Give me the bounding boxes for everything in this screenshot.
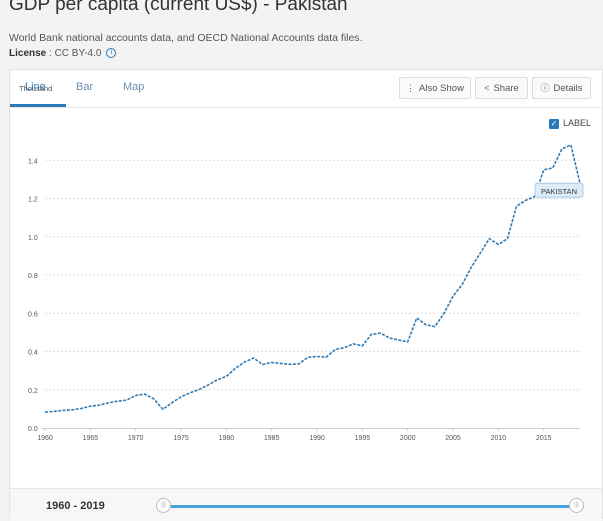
y-tick-label: 1.0 <box>28 235 38 242</box>
x-tick-label: 2005 <box>445 435 461 442</box>
view-tabs: Line Bar Map ⋮ Also Show < Share ⓘ Details <box>10 70 602 108</box>
tab-bar[interactable]: Bar <box>76 81 94 93</box>
range-start-handle[interactable]: ||| <box>156 498 171 513</box>
y-tick-label: 0.2 <box>28 388 38 395</box>
label-checkbox[interactable]: ✓ <box>549 119 559 129</box>
info-circle-icon: ⓘ <box>540 83 550 93</box>
series-label-box <box>534 182 584 198</box>
x-tick-label: 1980 <box>219 435 235 442</box>
share-icon: < <box>484 83 490 93</box>
y-tick-label: 0.0 <box>28 426 38 433</box>
share-button[interactable]: < Share <box>475 77 528 99</box>
share-label: Share <box>493 83 519 94</box>
y-units-label: Thousand <box>19 84 52 93</box>
x-tick-label: 1975 <box>173 435 189 442</box>
x-tick-label: 2010 <box>491 435 507 442</box>
y-tick-label: 0.4 <box>28 350 38 357</box>
x-tick-label: 1970 <box>128 435 144 442</box>
x-tick-label: 1960 <box>37 435 53 442</box>
range-footer: 1960 - 2019 ||| ||| <box>10 488 602 521</box>
page-title: GDP per capita (current US$) - Pakistan <box>9 0 348 15</box>
y-tick-label: 1.4 <box>28 158 38 165</box>
source-note: World Bank national accounts data, and O… <box>9 32 363 44</box>
active-tab-indicator <box>10 104 66 107</box>
line-chart: Thousand 0.0 0.2 0.4 0.6 0.8 1.0 1.2 1.4 1960 1965… <box>19 84 584 442</box>
tab-map[interactable]: Map <box>123 81 145 93</box>
x-tick-label: 1995 <box>355 435 371 442</box>
also-show-button[interactable]: ⋮ Also Show <box>399 77 471 99</box>
details-button[interactable]: ⓘ Details <box>532 77 591 99</box>
chart-panel: Line Bar Map ⋮ Also Show < Share ⓘ Details … <box>9 69 603 521</box>
x-tick-label: 1990 <box>309 435 325 442</box>
label-checkbox-text: LABEL <box>563 118 592 128</box>
x-tick-label: 2000 <box>400 435 416 442</box>
x-tick-label: 1985 <box>264 435 280 442</box>
series-label: PAKISTAN <box>541 187 577 196</box>
year-range-slider[interactable] <box>159 505 580 508</box>
tab-line[interactable]: Line <box>25 81 46 93</box>
range-end-handle[interactable]: ||| <box>569 498 584 513</box>
x-tick-label: 1965 <box>83 435 99 442</box>
license-label: License <box>9 48 47 59</box>
license-value: : CC BY-4.0 <box>46 48 102 59</box>
year-range-label: 1960 - 2019 <box>46 500 105 512</box>
y-tick-label: 1.2 <box>28 197 38 204</box>
also-show-label: Also Show <box>419 83 464 94</box>
y-tick-label: 0.6 <box>28 311 38 318</box>
x-tick-label: 2015 <box>536 435 552 442</box>
license-line: License : CC BY-4.0 i <box>9 48 117 59</box>
details-label: Details <box>553 83 583 94</box>
info-icon[interactable]: i <box>106 48 117 59</box>
y-tick-label: 0.8 <box>28 273 38 280</box>
series-line-pakistan <box>44 144 581 413</box>
vertical-dots-icon: ⋮ <box>406 83 416 93</box>
